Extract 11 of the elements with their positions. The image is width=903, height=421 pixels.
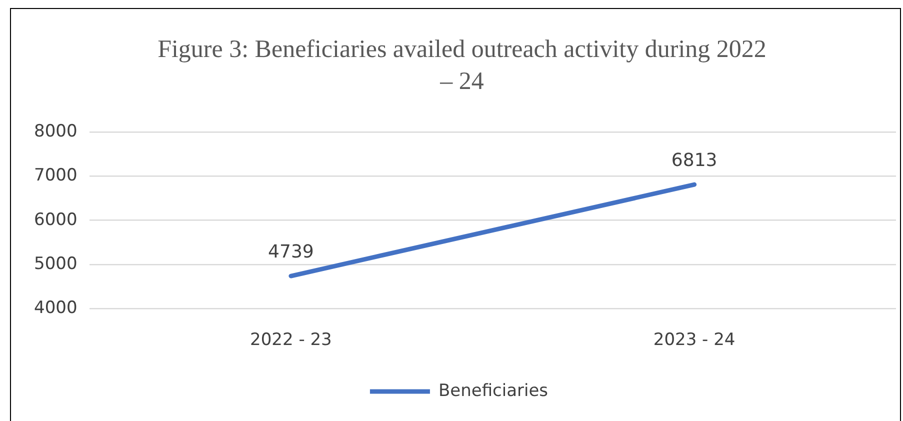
y-tick-label: 8000 [34,122,78,142]
data-label: 6813 [671,150,718,172]
legend-label: Beneficiaries [438,380,548,401]
y-tick-label: 7000 [34,166,78,186]
y-tick-label: 4000 [34,298,78,318]
y-tick-label: 6000 [34,210,78,230]
x-tick-label: 2022 - 23 [250,330,332,350]
y-tick-label: 5000 [34,254,78,274]
chart-title: Figure 3: Beneficiaries availed outreach activity during 2022 – 24 [156,35,768,97]
data-label: 4739 [268,242,314,263]
x-tick-label: 2023 - 24 [653,330,736,350]
